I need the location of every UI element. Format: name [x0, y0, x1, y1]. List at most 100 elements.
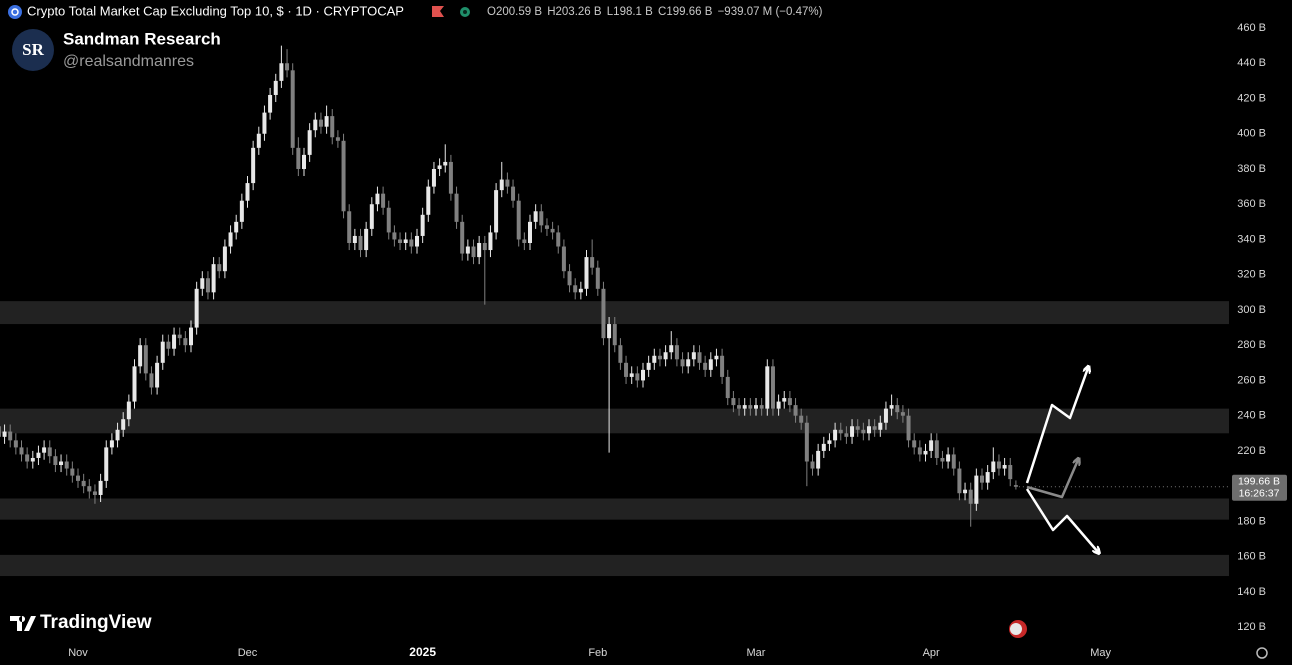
- candle-body: [2, 431, 7, 437]
- event-icon-inner: [1010, 623, 1022, 635]
- candle-body: [737, 405, 742, 409]
- zone: [0, 498, 1229, 520]
- candle-body: [912, 440, 917, 448]
- candle-body: [194, 288, 199, 328]
- candle-body: [567, 271, 572, 286]
- candle-body: [635, 373, 640, 381]
- candle-body: [166, 341, 171, 349]
- candle-body: [612, 324, 617, 346]
- x-tick-label: Apr: [923, 647, 940, 659]
- candle-body: [556, 232, 561, 247]
- candle-body: [607, 324, 612, 339]
- candle-body: [889, 405, 894, 409]
- candle-body: [415, 235, 419, 247]
- brand-logo: [12, 29, 54, 71]
- candle-body: [437, 165, 442, 169]
- y-tick-label: 160 B: [1237, 551, 1266, 563]
- candle-body: [324, 116, 329, 127]
- symbol-icon: [8, 5, 22, 19]
- candle-body: [573, 285, 578, 293]
- candle-body: [42, 447, 47, 453]
- candle-body: [963, 489, 968, 494]
- countdown-label: 16:26:37: [1239, 488, 1280, 500]
- candle-body: [245, 183, 250, 201]
- candle-body: [821, 443, 826, 451]
- candle-body: [341, 140, 346, 212]
- candle-body: [578, 288, 583, 293]
- last-price-tag: [1232, 474, 1287, 501]
- candle-body: [347, 211, 352, 243]
- candle-body: [720, 355, 725, 377]
- y-tick-label: 260 B: [1237, 374, 1266, 386]
- candle-body: [155, 362, 160, 388]
- candle-body: [895, 405, 900, 413]
- candle-body: [59, 461, 64, 466]
- candle-body: [138, 345, 143, 367]
- y-tick-label: 120 B: [1237, 621, 1266, 633]
- candle-body: [273, 80, 278, 95]
- candle-body: [53, 456, 58, 466]
- candle-body: [867, 426, 871, 434]
- ohlc-label: O: [487, 6, 496, 18]
- candle-body: [980, 475, 984, 483]
- candle-body: [883, 408, 888, 423]
- candle-body: [641, 369, 645, 381]
- candle-body: [358, 235, 363, 251]
- ohlc-value: 199.66 B: [666, 6, 712, 18]
- x-tick-label: Mar: [747, 647, 766, 659]
- candle-body: [471, 246, 476, 258]
- candle-body: [335, 137, 340, 141]
- zone: [0, 301, 1229, 325]
- candle-body: [516, 200, 521, 240]
- candle-body: [205, 278, 210, 293]
- candle-body: [522, 239, 527, 243]
- candle-body: [770, 366, 775, 409]
- candle-body: [550, 228, 555, 233]
- bear-arrow: [1025, 488, 1098, 552]
- flag-icon: [432, 6, 444, 17]
- candle-body: [669, 345, 674, 353]
- candle-body: [855, 426, 860, 430]
- ohlc-value: 203.26 B: [556, 6, 602, 18]
- candle-body: [1013, 485, 1018, 487]
- candle-body: [528, 221, 532, 243]
- candle-body: [115, 429, 120, 441]
- candle-body: [160, 341, 165, 363]
- candle-body: [369, 204, 374, 229]
- platform-logo: [10, 616, 36, 631]
- candle-body: [0, 426, 1, 437]
- candle-body: [217, 264, 222, 272]
- candle-body: [302, 154, 306, 169]
- settings-icon[interactable]: [1256, 647, 1268, 659]
- candle-body: [318, 119, 323, 127]
- candle-body: [109, 440, 114, 448]
- candle-body: [454, 193, 459, 222]
- candle-body: [211, 264, 216, 293]
- candle-body: [307, 130, 312, 155]
- candle-body: [477, 242, 482, 258]
- candle-body: [13, 440, 18, 448]
- candle-body: [296, 147, 301, 169]
- candle-body: [533, 211, 538, 222]
- y-tick-label: 340 B: [1237, 233, 1266, 245]
- candle-body: [838, 429, 843, 434]
- candle-body: [951, 454, 956, 469]
- candle-body: [900, 412, 905, 416]
- y-tick-label: 220 B: [1237, 445, 1266, 457]
- ohlc-legend: O200.59 B H203.26 B L198.1 B C199.66 B −…: [487, 6, 823, 18]
- candle-body: [92, 491, 97, 495]
- candle-body: [285, 63, 290, 71]
- y-tick-label: 180 B: [1237, 515, 1266, 527]
- candle-body: [19, 447, 24, 455]
- candle-body: [279, 63, 284, 81]
- candle-body: [691, 352, 696, 360]
- candle-body: [917, 447, 922, 455]
- ohlc-label: H: [547, 6, 555, 18]
- candle-body: [381, 193, 386, 208]
- bull-arrow: [1025, 368, 1088, 484]
- candle-body: [488, 232, 493, 251]
- candle-body: [816, 450, 821, 469]
- y-tick-label: 320 B: [1237, 269, 1266, 281]
- candle-body: [482, 242, 487, 251]
